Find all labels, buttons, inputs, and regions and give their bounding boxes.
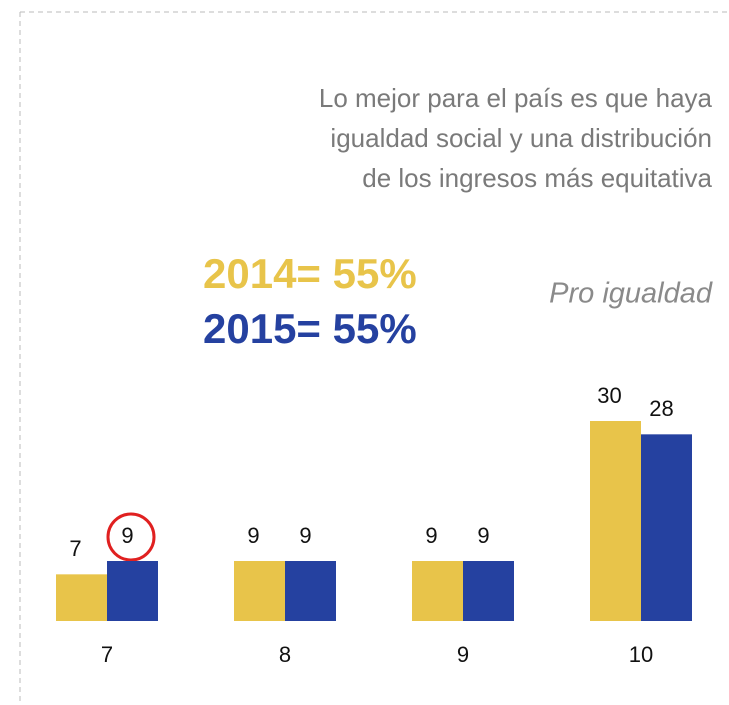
bar <box>56 574 107 621</box>
bar <box>412 561 463 621</box>
chart-title: Lo mejor para el país es que haya <box>319 83 713 113</box>
annotation: 2014= 55% <box>203 250 417 297</box>
bar <box>107 561 158 621</box>
data-label: 9 <box>299 523 311 548</box>
x-tick-label: 8 <box>279 642 291 667</box>
data-label: 9 <box>425 523 437 548</box>
bar <box>641 434 692 621</box>
highlight-circle <box>106 512 156 562</box>
bar <box>234 561 285 621</box>
data-label: 30 <box>597 383 621 408</box>
bar <box>590 421 641 621</box>
bar <box>463 561 514 621</box>
annotation: 2015= 55% <box>203 305 417 352</box>
x-tick-label: 7 <box>101 642 113 667</box>
data-label: 9 <box>247 523 259 548</box>
annotation: Pro igualdad <box>549 278 713 310</box>
data-label: 7 <box>69 536 81 561</box>
bar <box>285 561 336 621</box>
chart-title: igualdad social y una distribución <box>330 123 712 153</box>
data-label: 9 <box>121 523 133 548</box>
x-tick-label: 9 <box>457 642 469 667</box>
chart-title: de los ingresos más equitativa <box>362 163 712 193</box>
data-label: 28 <box>649 396 673 421</box>
x-tick-label: 10 <box>629 642 653 667</box>
data-label: 9 <box>477 523 489 548</box>
